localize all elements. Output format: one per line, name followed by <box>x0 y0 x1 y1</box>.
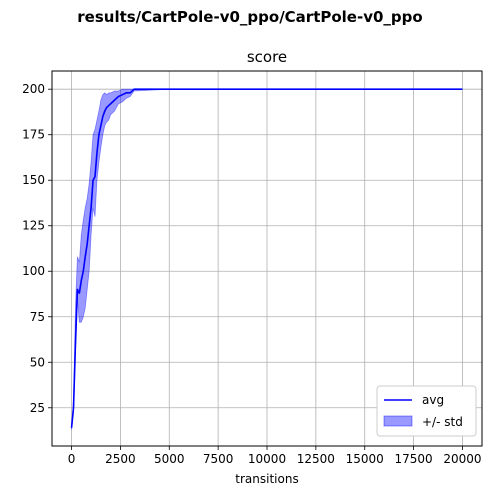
x-tick-label: 12500 <box>297 452 335 466</box>
x-tick-label: 7500 <box>203 452 234 466</box>
y-tick-label: 75 <box>30 310 45 324</box>
x-tick-label: 2500 <box>105 452 136 466</box>
x-tick-label: 0 <box>68 452 76 466</box>
y-tick-label: 100 <box>22 264 45 278</box>
y-tick-label: 150 <box>22 173 45 187</box>
legend: avg +/- std <box>377 386 476 436</box>
y-tick-label: 175 <box>22 128 45 142</box>
legend-std-label: +/- std <box>422 415 463 429</box>
x-tick-label: 17500 <box>394 452 432 466</box>
legend-avg-label: avg <box>422 393 444 407</box>
y-tick-label: 125 <box>22 219 45 233</box>
x-tick-label: 15000 <box>346 452 384 466</box>
y-tick-label: 25 <box>30 401 45 415</box>
x-tick-label: 5000 <box>154 452 185 466</box>
chart-title: score <box>247 48 287 66</box>
y-tick-label: 50 <box>30 355 45 369</box>
y-tick-label: 200 <box>22 82 45 96</box>
x-axis-label: transitions <box>235 472 298 486</box>
x-tick-label: 10000 <box>248 452 286 466</box>
legend-std-swatch <box>384 416 412 426</box>
x-tick-label: 20000 <box>443 452 481 466</box>
